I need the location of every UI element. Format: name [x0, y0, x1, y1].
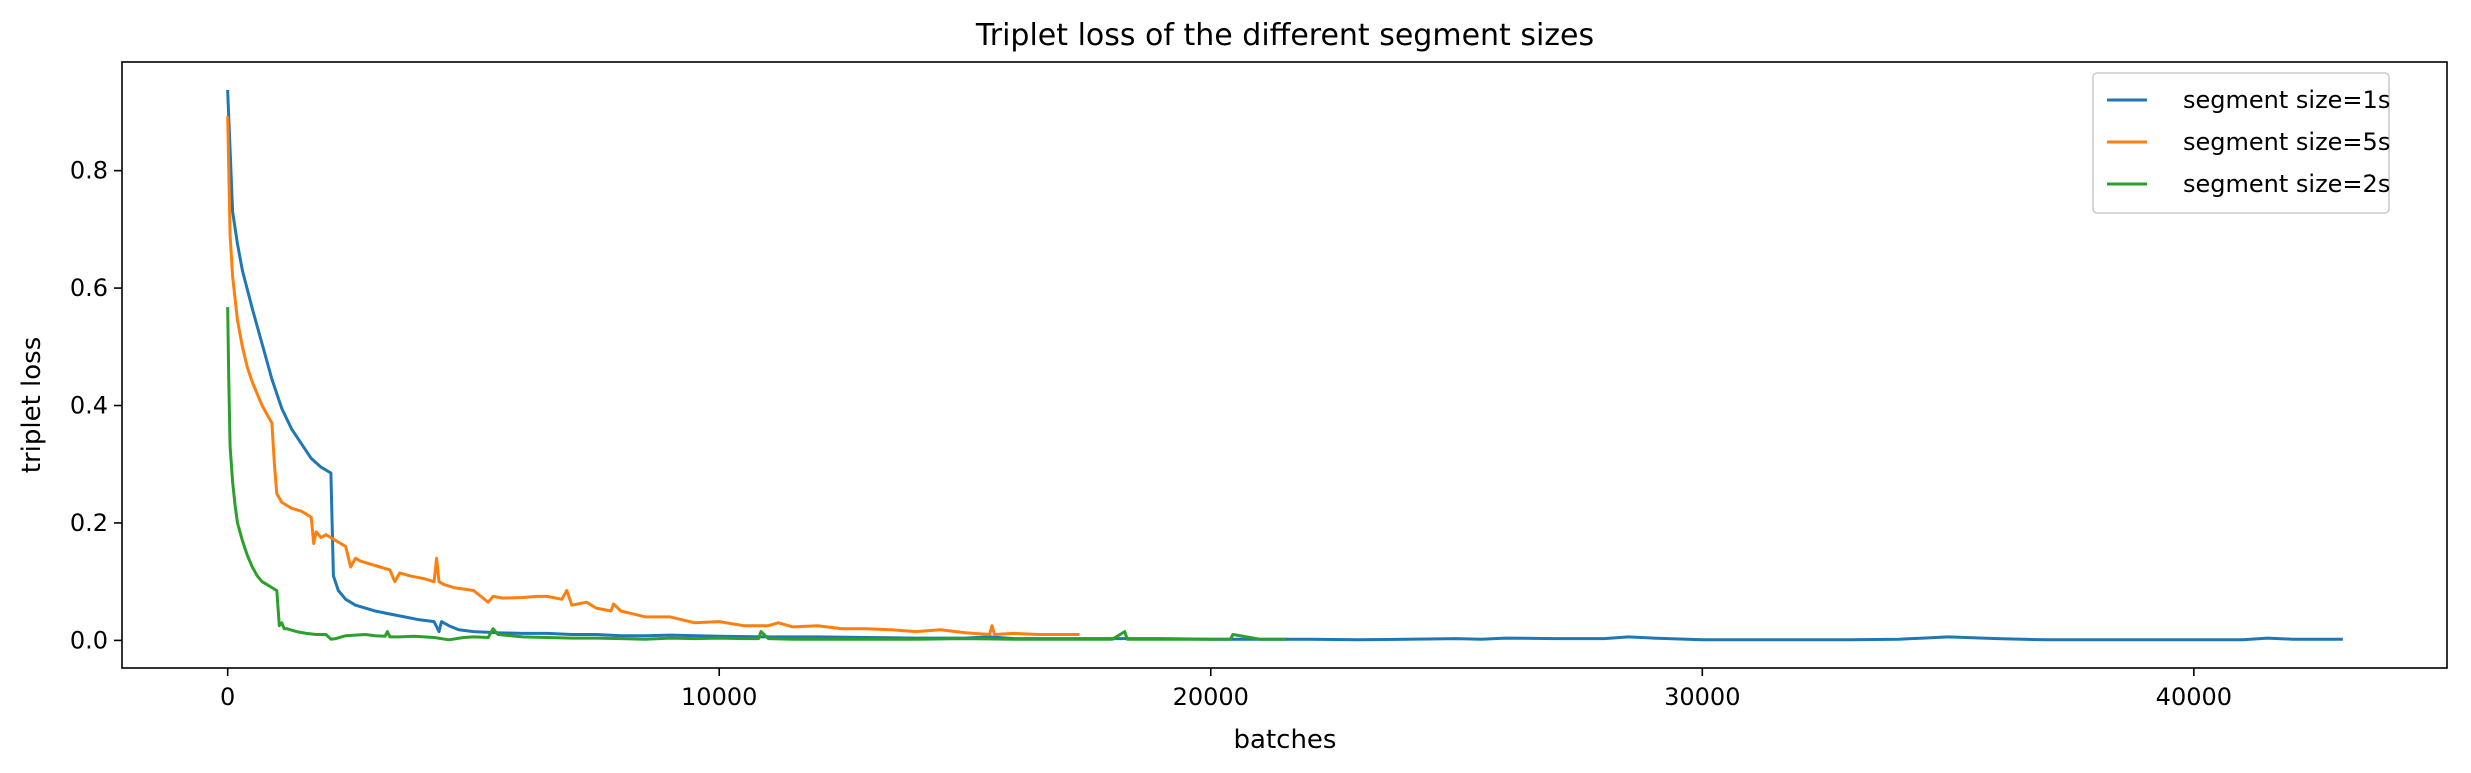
legend-entry-label: segment size=5s: [2183, 128, 2390, 156]
chart-title: Triplet loss of the different segment si…: [975, 18, 1594, 53]
y-tick-label: 0.8: [70, 157, 108, 185]
plot-frame: [121, 61, 2448, 669]
series-line-1: [226, 89, 2343, 642]
y-axis: 0.0 0.2 0.4 0.6 0.8: [70, 157, 122, 654]
legend-entry-label: segment size=2s: [2183, 170, 2390, 198]
y-tick-label: 0.0: [70, 626, 108, 654]
series-line-3: [226, 307, 1286, 642]
series-layer: [226, 89, 2343, 642]
x-tick-label: 20000: [1173, 683, 1249, 711]
y-tick-label: 0.4: [70, 392, 108, 420]
legend-box: [2092, 72, 2390, 214]
x-axis-label: batches: [1234, 725, 1337, 755]
series-line-2: [226, 116, 1080, 636]
x-tick-label: 0: [220, 683, 235, 711]
legend-entry-label: segment size=1s: [2183, 86, 2390, 114]
y-tick-label: 0.2: [70, 509, 108, 537]
x-tick-label: 10000: [681, 683, 757, 711]
legend: segment size=1s segment size=5s segment si…: [2092, 72, 2390, 214]
x-tick-label: 30000: [1664, 683, 1740, 711]
y-tick-label: 0.6: [70, 274, 108, 302]
x-tick-label: 40000: [2156, 683, 2232, 711]
y-axis-label: triplet loss: [17, 337, 47, 474]
x-axis: 0 10000 20000 30000 40000: [220, 668, 2232, 711]
